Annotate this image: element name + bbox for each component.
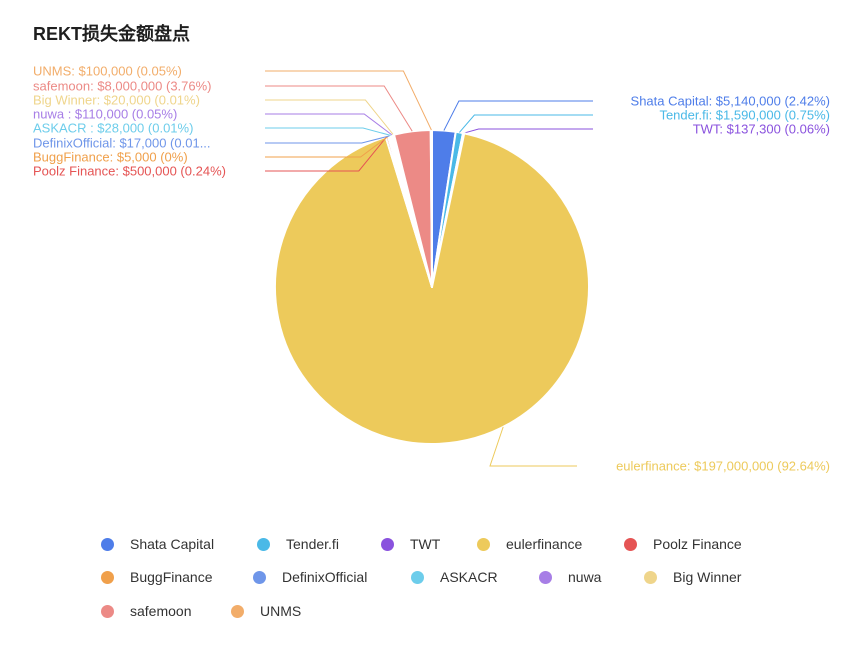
legend-item-twt[interactable]: TWT [381, 536, 440, 552]
slice-label-buggfinance: BuggFinance: $5,000 (0%) [33, 150, 188, 165]
legend-marker [231, 604, 244, 618]
slice-label-tender-fi: Tender.fi: $1,590,000 (0.75%) [659, 108, 830, 123]
leader-line [265, 113, 393, 136]
legend-label: UNMS [260, 603, 302, 619]
leader-line [489, 426, 577, 467]
legend-marker [101, 604, 114, 618]
leader-line [265, 70, 432, 131]
legend-label: nuwa [568, 569, 602, 585]
slice-label-eulerfinance: eulerfinance: $197,000,000 (92.64%) [616, 459, 830, 474]
legend-item-safemoon[interactable]: safemoon [101, 603, 191, 619]
leader-line [265, 99, 394, 136]
legend-item-big-winner[interactable]: Big Winner [644, 569, 741, 585]
legend-item-definixofficial[interactable]: DefinixOfficial [253, 569, 367, 585]
pie-slice-unms[interactable] [429, 129, 433, 288]
leader-line [265, 136, 388, 172]
slice-label-twt: TWT: $137,300 (0.06%) [693, 122, 830, 137]
slice-label-poolz-finance: Poolz Finance: $500,000 (0.24%) [33, 164, 226, 179]
chart-title: REKT损失金额盘点 [33, 24, 190, 44]
slice-label-unms: UNMS: $100,000 (0.05%) [33, 64, 182, 79]
legend-item-buggfinance[interactable]: BuggFinance [101, 569, 213, 585]
legend-marker [477, 537, 490, 551]
legend-marker [101, 537, 114, 551]
legend-label: safemoon [130, 603, 192, 619]
legend-label: ASKACR [440, 569, 498, 585]
legend-item-nuwa[interactable]: nuwa [539, 569, 601, 585]
legend-item-tender-fi[interactable]: Tender.fi [257, 536, 339, 552]
legend-marker [411, 570, 424, 584]
leader-line [443, 100, 593, 131]
slice-label-big-winner: Big Winner: $20,000 (0.01%) [33, 93, 200, 108]
legend-marker [644, 570, 657, 584]
slice-label-safemoon: safemoon: $8,000,000 (3.76%) [33, 79, 212, 94]
legend-marker [253, 570, 266, 584]
leader-line [265, 85, 413, 132]
legend-label: TWT [410, 536, 441, 552]
slice-label-definixofficial: DefinixOfficial: $17,000 (0.01... [33, 136, 211, 151]
legend-item-askacr[interactable]: ASKACR [411, 569, 498, 585]
legend-item-poolz-finance[interactable]: Poolz Finance [624, 536, 742, 552]
legend-item-eulerfinance[interactable]: eulerfinance [477, 536, 582, 552]
legend-marker [624, 537, 637, 551]
leader-line [459, 114, 593, 133]
legend-marker [539, 570, 552, 584]
legend-label: DefinixOfficial [282, 569, 368, 585]
legend-label: Shata Capital [130, 536, 215, 552]
legend-marker [101, 570, 114, 584]
legend-label: BuggFinance [130, 569, 213, 585]
legend-label: Tender.fi [286, 536, 339, 552]
pie-slice-eulerfinance[interactable] [273, 132, 590, 445]
leader-line [265, 127, 392, 136]
legend-item-unms[interactable]: UNMS [231, 603, 301, 619]
slice-label-shata-capital: Shata Capital: $5,140,000 (2.42%) [631, 94, 830, 109]
legend-marker [257, 537, 270, 551]
legend-label: Big Winner [673, 569, 742, 585]
legend-label: eulerfinance [506, 536, 583, 552]
leader-line [265, 135, 389, 158]
slice-label-nuwa: nuwa : $110,000 (0.05%) [33, 107, 177, 122]
leader-line [463, 128, 593, 134]
legend-item-shata-capital[interactable]: Shata Capital [101, 536, 214, 552]
legend-marker [381, 537, 394, 551]
slice-label-askacr: ASKACR : $28,000 (0.01%) [33, 121, 193, 136]
leader-line [265, 135, 390, 144]
legend-label: Poolz Finance [653, 536, 742, 552]
